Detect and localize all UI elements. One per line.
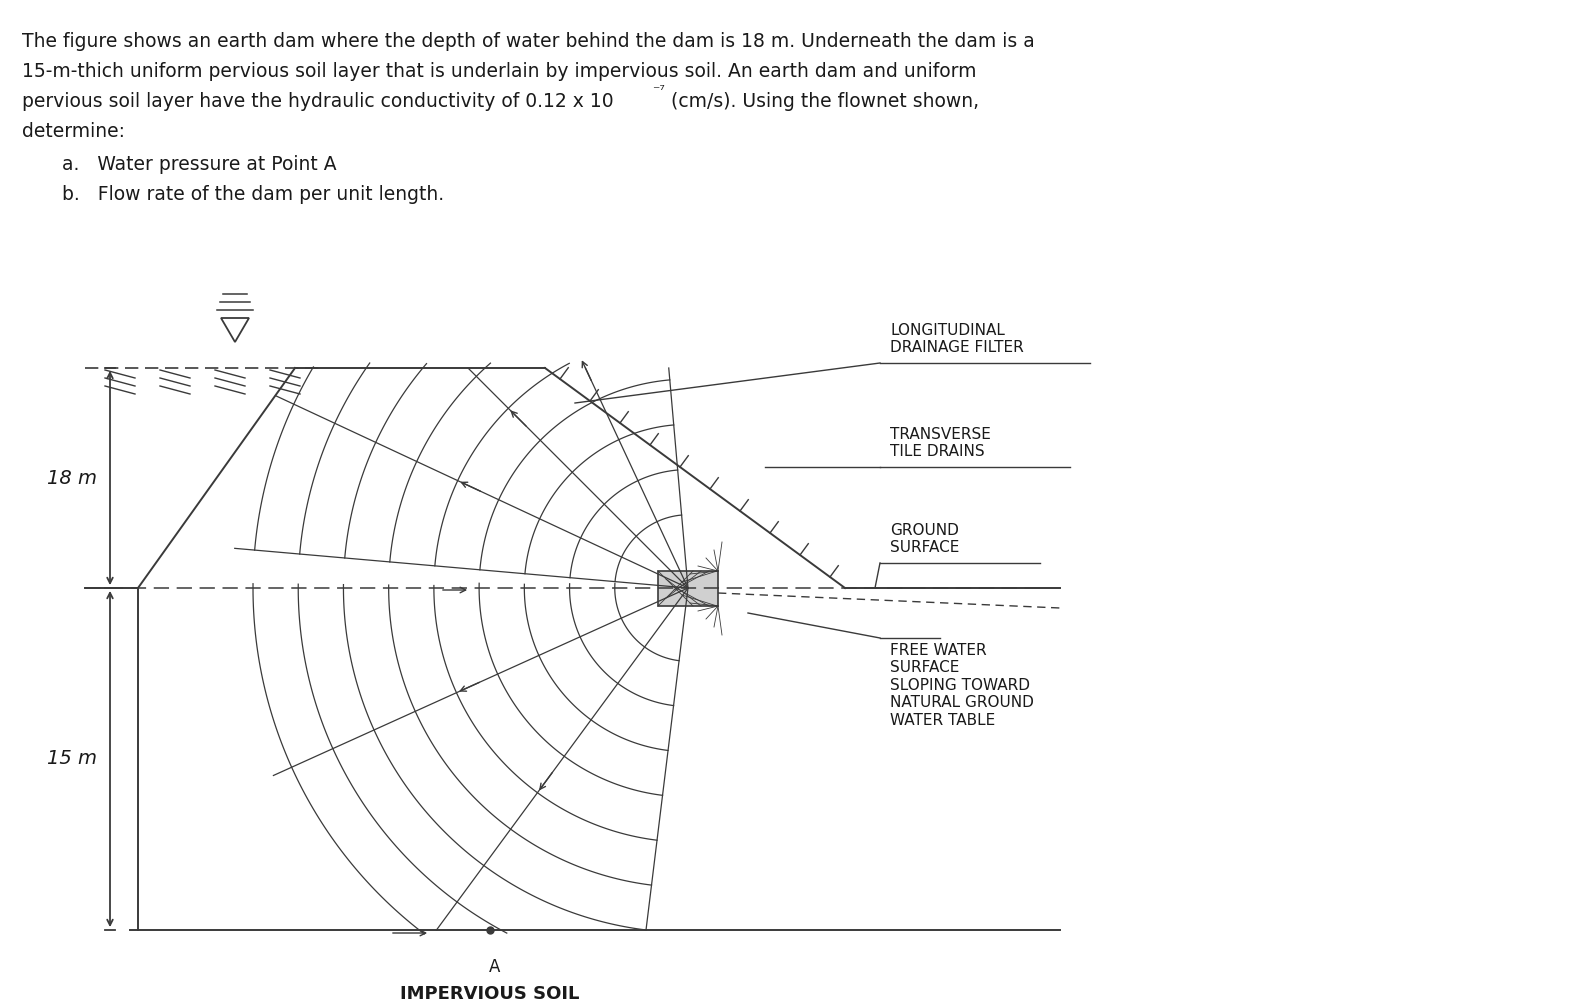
- Text: FREE WATER
SURFACE
SLOPING TOWARD
NATURAL GROUND
WATER TABLE: FREE WATER SURFACE SLOPING TOWARD NATURA…: [890, 643, 1035, 728]
- Text: IMPERVIOUS SOIL: IMPERVIOUS SOIL: [400, 985, 579, 1003]
- Text: ⁻⁷: ⁻⁷: [652, 84, 666, 98]
- Text: The figure shows an earth dam where the depth of water behind the dam is 18 m. U: The figure shows an earth dam where the …: [22, 32, 1035, 51]
- Text: TRANSVERSE
TILE DRAINS: TRANSVERSE TILE DRAINS: [890, 426, 991, 459]
- Text: LONGITUDINAL
DRAINAGE FILTER: LONGITUDINAL DRAINAGE FILTER: [890, 323, 1024, 355]
- Bar: [658, 571, 717, 606]
- Text: GROUND
SURFACE: GROUND SURFACE: [890, 522, 959, 555]
- Text: (cm/s). Using the flownet shown,: (cm/s). Using the flownet shown,: [666, 92, 980, 111]
- Text: determine:: determine:: [22, 122, 126, 141]
- Text: b.   Flow rate of the dam per unit length.: b. Flow rate of the dam per unit length.: [61, 185, 444, 204]
- Text: A: A: [490, 958, 501, 976]
- Text: 18 m: 18 m: [47, 469, 97, 488]
- Text: 15-m-thich uniform pervious soil layer that is underlain by impervious soil. An : 15-m-thich uniform pervious soil layer t…: [22, 62, 977, 81]
- Text: 15 m: 15 m: [47, 750, 97, 768]
- Text: a.   Water pressure at Point A: a. Water pressure at Point A: [61, 155, 336, 174]
- Text: pervious soil layer have the hydraulic conductivity of 0.12 x 10: pervious soil layer have the hydraulic c…: [22, 92, 614, 111]
